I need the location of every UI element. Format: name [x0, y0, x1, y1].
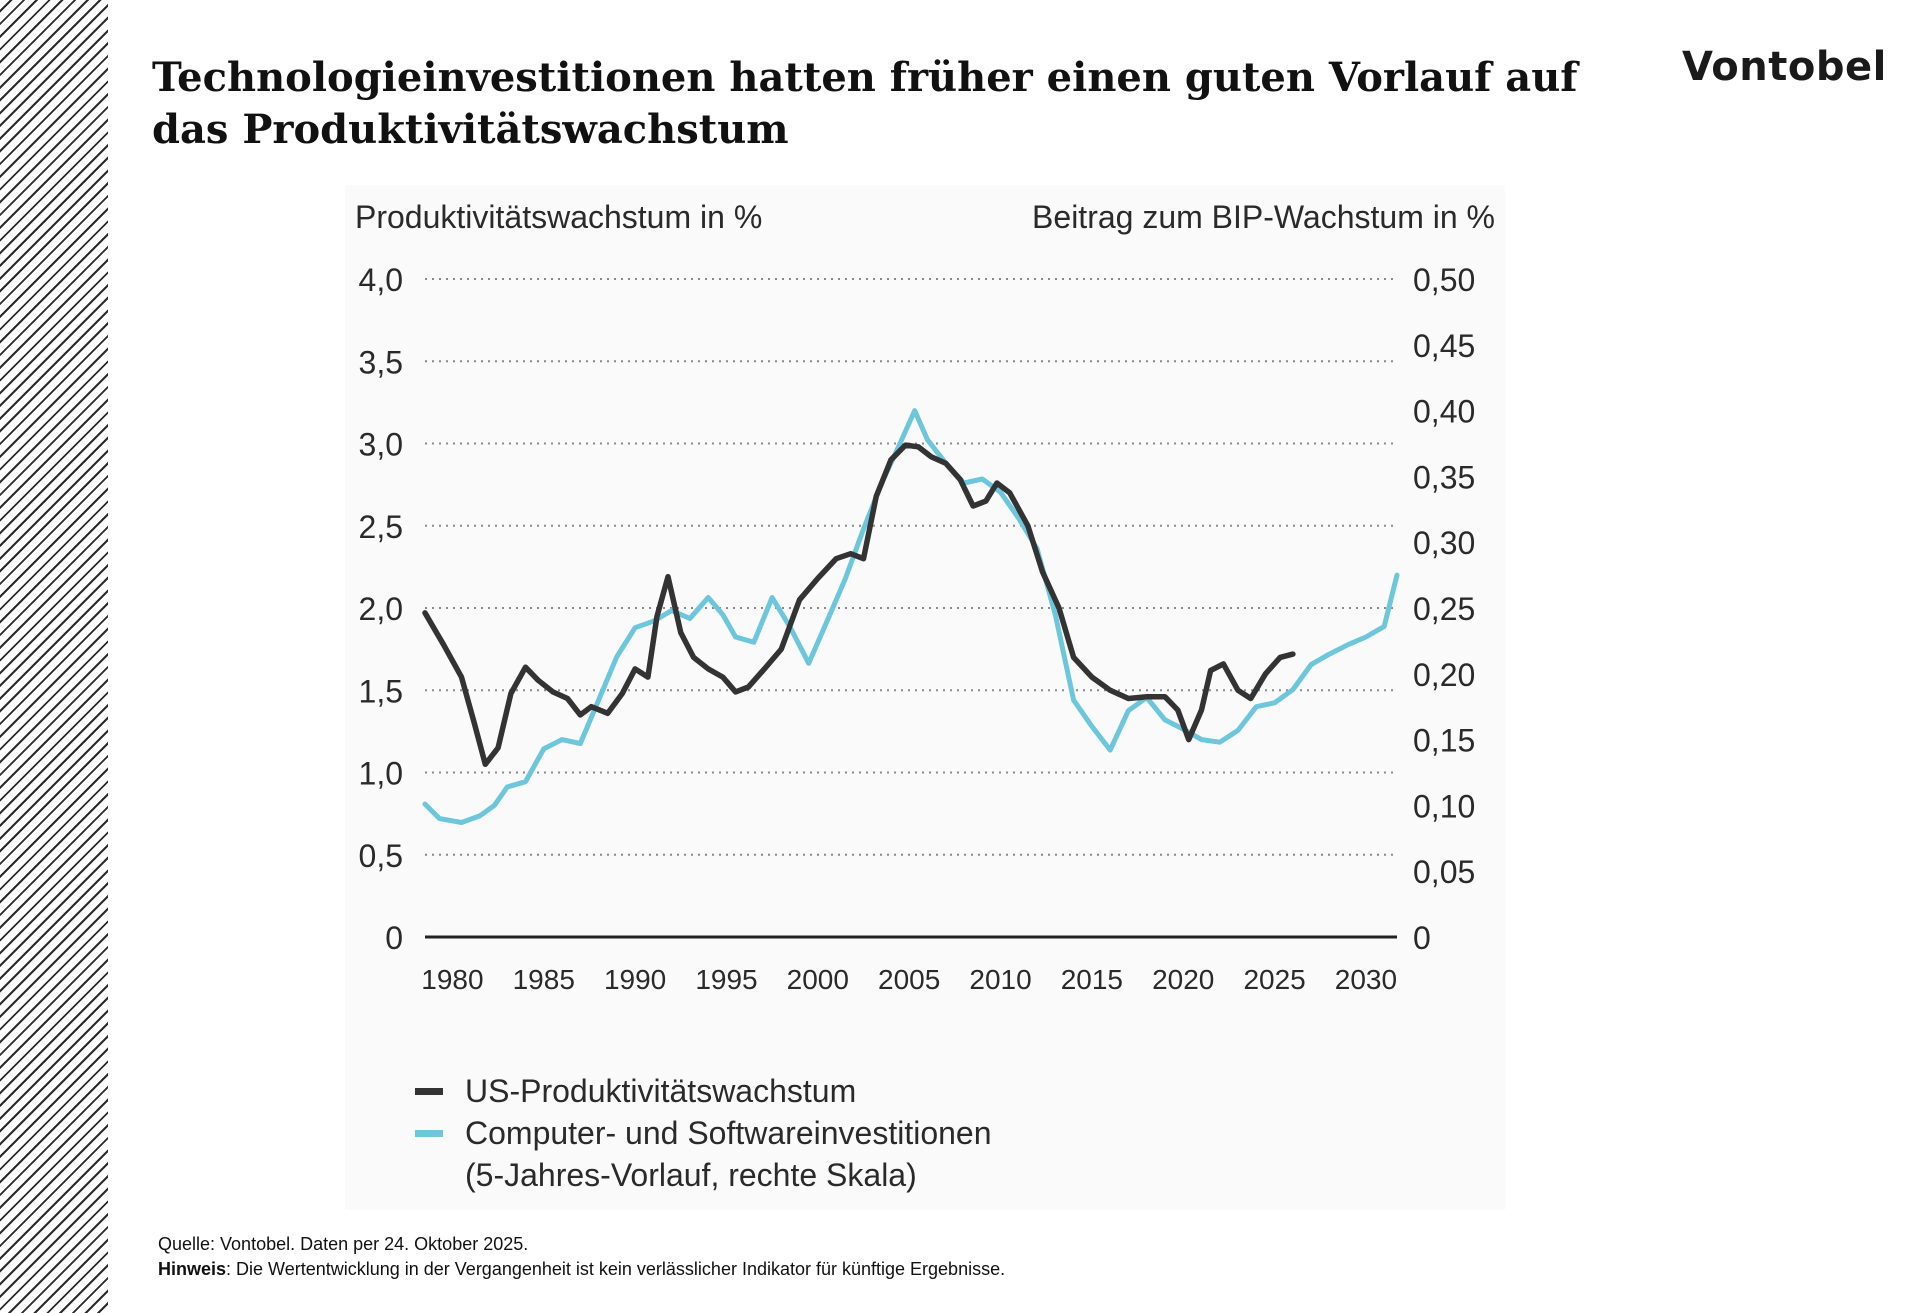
y-left-tick-label: 3,5	[359, 344, 403, 380]
y-left-tick-label: 1,5	[359, 673, 403, 709]
legend-label-productivity: US-Produktivitätswachstum	[465, 1073, 857, 1109]
y-right-tick-label: 0,45	[1413, 328, 1475, 364]
legend-label-investment-note: (5-Jahres-Vorlauf, rechte Skala)	[465, 1157, 917, 1193]
y-right-tick-label: 0,15	[1413, 723, 1475, 759]
x-tick-label: 2010	[969, 964, 1031, 995]
y-left-tick-label: 3,0	[359, 427, 403, 463]
gridlines	[425, 278, 1397, 939]
series-line-investment	[422, 408, 1400, 825]
page-title: Technologieinvestitionen hatten früher e…	[152, 54, 1578, 153]
y-axis-right-ticks: 0 0,05 0,10 0,15 0,20 0,25 0,30 0,35 0,40 0,45 0,5…	[1413, 262, 1475, 956]
x-tick-label: 2000	[787, 964, 849, 995]
y-axis-left-title: Produktivitätswachstum in %	[355, 199, 763, 235]
disclaimer-text: : Die Wertentwicklung in der Vergangenhe…	[226, 1259, 1006, 1279]
y-axis-left-ticks: 0 0,5 1,0 1,5 2,0 2,5 3,0 3,5 4,0	[359, 262, 403, 956]
x-tick-label: 1985	[513, 964, 575, 995]
legend: US-Produktivitätswachstum Computer- und …	[415, 1070, 992, 1196]
chart: Produktivitätswachstum in % Beitrag zum …	[345, 185, 1505, 1210]
y-left-tick-label: 1,0	[359, 756, 403, 792]
legend-swatch-investment	[415, 1130, 443, 1137]
y-right-tick-label: 0	[1413, 920, 1431, 956]
disclaimer-label: Hinweis	[158, 1259, 227, 1279]
y-right-tick-label: 0,35	[1413, 459, 1475, 495]
chart-plot: 00,51,01,52,02,53,03,54,0 00,050,100,150…	[359, 262, 1476, 995]
y-left-tick-label: 4,0	[359, 262, 403, 298]
y-left-tick-label: 0	[385, 920, 403, 956]
disclaimer: Hinweis: Die Wertentwicklung in der Verg…	[158, 1257, 1005, 1282]
legend-label-investment: Computer- und Softwareinvestitionen	[465, 1115, 992, 1151]
y-left-tick-label: 2,0	[359, 591, 403, 627]
series-line-productivity	[422, 442, 1296, 768]
x-tick-label: 1980	[421, 964, 483, 995]
y-right-tick-label: 0,25	[1413, 591, 1475, 627]
y-left-tick-label: 2,5	[359, 509, 403, 545]
hatched-side-border	[0, 0, 108, 1313]
x-axis-ticks: 1980 1985 1990 1995 2000 2005 2010 2015 2020 2025…	[421, 964, 1397, 995]
legend-item-productivity: US-Produktivitätswachstum	[415, 1070, 992, 1112]
x-tick-label: 1990	[604, 964, 666, 995]
y-right-tick-label: 0,05	[1413, 854, 1475, 890]
source-note: Quelle: Vontobel. Daten per 24. Oktober …	[158, 1232, 1005, 1282]
y-right-tick-label: 0,30	[1413, 525, 1475, 561]
series-lines	[422, 408, 1400, 825]
legend-item-investment: Computer- und Softwareinvestitionen (5-J…	[415, 1112, 992, 1196]
x-tick-label: 2005	[878, 964, 940, 995]
x-tick-label: 2025	[1243, 964, 1305, 995]
x-tick-label: 2030	[1335, 964, 1397, 995]
x-tick-label: 2015	[1061, 964, 1123, 995]
y-axis-right-title: Beitrag zum BIP-Wachstum in %	[1032, 199, 1495, 235]
brand-logo: Vontobel	[1682, 44, 1887, 90]
y-right-tick-label: 0,40	[1413, 394, 1475, 430]
x-tick-label: 1995	[695, 964, 757, 995]
y-right-tick-label: 0,20	[1413, 657, 1475, 693]
x-tick-label: 2020	[1152, 964, 1214, 995]
y-right-tick-label: 0,10	[1413, 788, 1475, 824]
y-right-tick-label: 0,50	[1413, 262, 1475, 298]
legend-swatch-productivity	[415, 1088, 443, 1095]
source-text: Quelle: Vontobel. Daten per 24. Oktober …	[158, 1234, 529, 1254]
y-left-tick-label: 0,5	[359, 838, 403, 874]
